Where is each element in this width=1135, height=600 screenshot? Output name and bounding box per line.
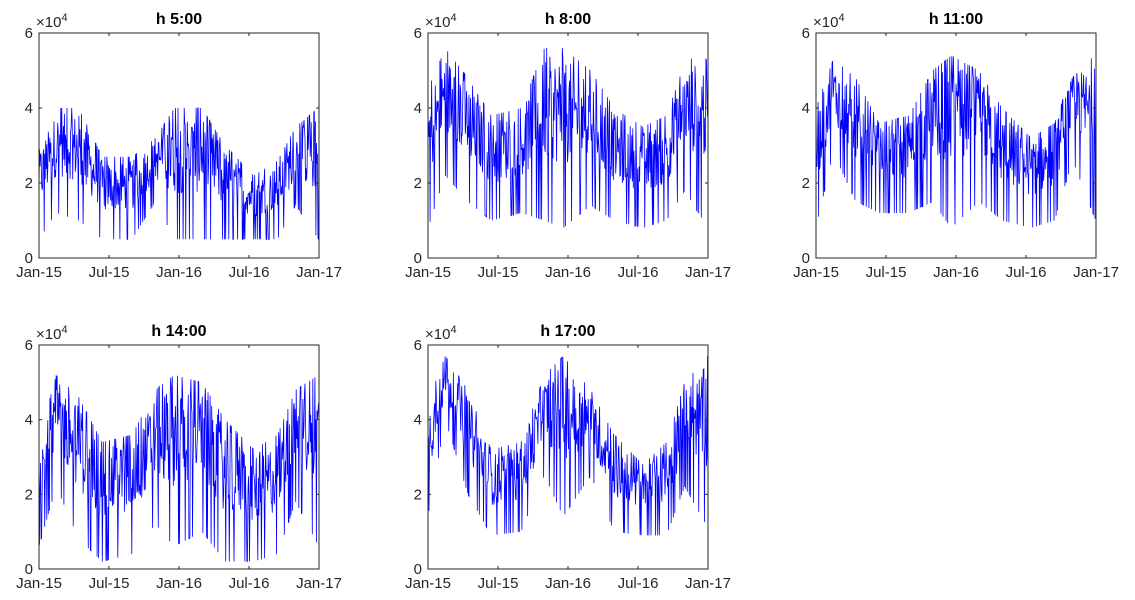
chart-panel-2: Jan-15 Jul-15 Jan-16 Jul-16 Jan-17 0 2 4 6×104 h …: [793, 11, 1119, 281]
x-tick-label: Jan-17: [1073, 264, 1119, 281]
chart-title: h 8:00: [545, 11, 591, 28]
x-tick-label: Jan-16: [545, 264, 591, 281]
x-tick-label: Jan-16: [156, 264, 202, 281]
series-line: [427, 47, 709, 228]
x-tick-label: Jul-16: [1006, 264, 1047, 281]
y-tick-label: 6: [414, 25, 422, 42]
y-tick-label: 2: [25, 175, 33, 192]
x-tick-label: Jul-15: [89, 264, 130, 281]
series-line: [38, 107, 320, 241]
x-tick-label: Jul-16: [618, 264, 659, 281]
x-tick-label: Jul-16: [229, 575, 270, 592]
y-tick-label: 0: [414, 561, 422, 578]
series-line: [427, 356, 709, 536]
x-tick-label: Jan-15: [405, 575, 451, 592]
x-tick-label: Jan-16: [545, 575, 591, 592]
x-tick-label: Jan-16: [156, 575, 202, 592]
chart-panel-1: Jan-15 Jul-15 Jan-16 Jul-16 Jan-17 0 2 4 6×104 h …: [405, 11, 731, 281]
y-tick-label: 6: [414, 337, 422, 354]
x-tick-label: Jan-17: [296, 264, 342, 281]
y-tick-label: 0: [802, 250, 810, 267]
chart-title: h 17:00: [540, 323, 595, 340]
x-tick-label: Jan-15: [405, 264, 451, 281]
x-tick-label: Jan-15: [16, 264, 62, 281]
axis-exponent-label: ×104: [425, 324, 457, 343]
chart-title: h 11:00: [929, 11, 983, 28]
axis-exponent-label: ×104: [36, 12, 68, 31]
x-tick-label: Jan-15: [793, 264, 839, 281]
x-tick-label: Jul-16: [229, 264, 270, 281]
y-tick-label: 0: [25, 561, 33, 578]
y-tick-label: 2: [414, 486, 422, 503]
chart-panel-3: Jan-15 Jul-15 Jan-16 Jul-16 Jan-17 0 2 4 6×104 h …: [16, 323, 342, 592]
y-tick-label: 6: [802, 25, 810, 42]
axis-exponent-label: ×104: [425, 12, 457, 31]
x-tick-label: Jul-15: [478, 575, 519, 592]
y-tick-label: 2: [25, 486, 33, 503]
x-tick-label: Jul-15: [89, 575, 130, 592]
x-tick-label: Jan-17: [296, 575, 342, 592]
x-tick-label: Jul-15: [478, 264, 519, 281]
chart-panel-0: Jan-15 Jul-15 Jan-16 Jul-16 Jan-17 0 2 4 6×104 h …: [16, 11, 342, 281]
axis-exponent-label: ×104: [36, 324, 68, 343]
series-line: [815, 55, 1097, 228]
series-line: [38, 375, 320, 562]
x-tick-label: Jan-17: [685, 575, 731, 592]
y-tick-label: 0: [25, 250, 33, 267]
chart-title: h 5:00: [156, 11, 202, 28]
y-tick-label: 0: [414, 250, 422, 267]
x-tick-label: Jan-15: [16, 575, 62, 592]
chart-title: h 14:00: [151, 323, 206, 340]
chart-panel-4: Jan-15 Jul-15 Jan-16 Jul-16 Jan-17 0 2 4 6×104 h …: [405, 323, 731, 592]
x-tick-label: Jan-16: [933, 264, 979, 281]
y-tick-label: 6: [25, 25, 33, 42]
y-tick-label: 4: [802, 100, 810, 117]
x-tick-label: Jan-17: [685, 264, 731, 281]
y-tick-label: 4: [414, 100, 422, 117]
y-tick-label: 2: [414, 175, 422, 192]
y-tick-label: 4: [414, 412, 422, 429]
axis-exponent-label: ×104: [813, 12, 845, 31]
x-tick-label: Jul-16: [618, 575, 659, 592]
y-tick-label: 6: [25, 337, 33, 354]
y-tick-label: 4: [25, 100, 33, 117]
x-tick-label: Jul-15: [866, 264, 907, 281]
y-tick-label: 4: [25, 412, 33, 429]
y-tick-label: 2: [802, 175, 810, 192]
